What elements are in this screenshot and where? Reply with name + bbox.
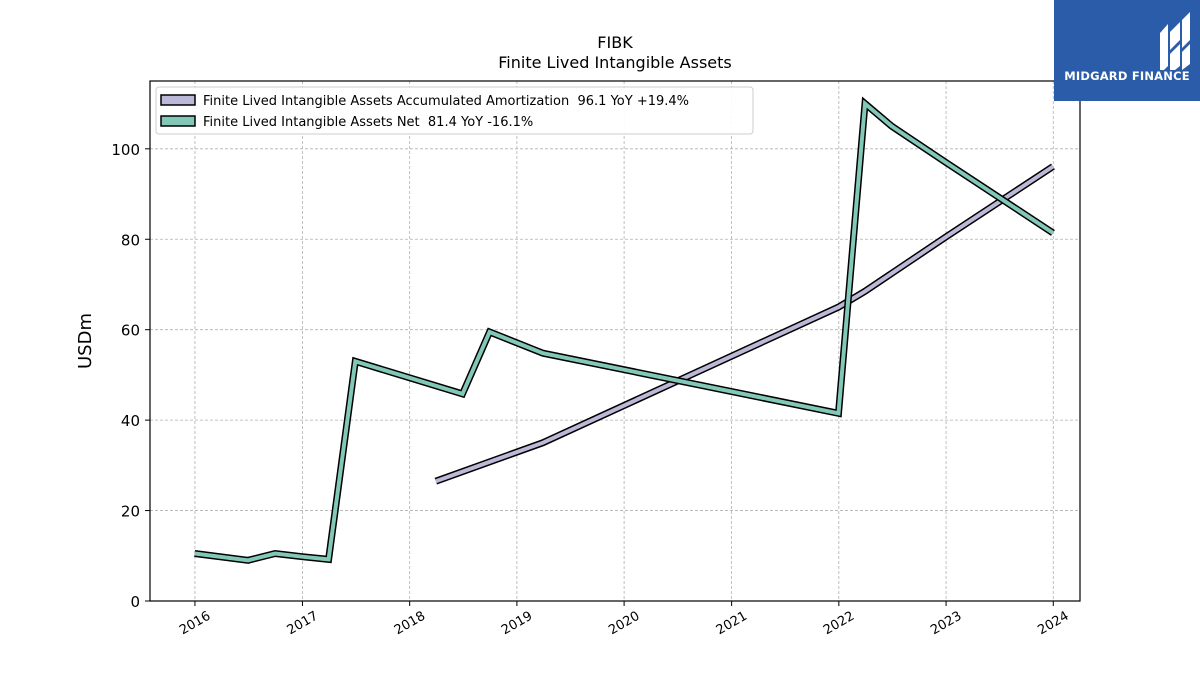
- brand-logo-text: MIDGARD FINANCE: [1064, 69, 1190, 83]
- series-line: [435, 164, 1055, 484]
- legend-swatch-amortization: [160, 94, 196, 106]
- series-1: [194, 96, 1055, 564]
- legend-swatch-net: [160, 115, 196, 127]
- brand-logo: MIDGARD FINANCE: [1054, 0, 1200, 101]
- plot-frame: [149, 80, 1081, 602]
- y-tick-label: 20: [121, 503, 140, 521]
- y-tick-label: 0: [130, 593, 140, 611]
- series-0: [434, 163, 1055, 485]
- legend-box: [155, 86, 754, 135]
- x-tick-label: 2020: [606, 609, 642, 639]
- legend-label-net: Finite Lived Intangible Assets Net 81.4 …: [203, 115, 533, 130]
- brand-mark-icon: [1160, 12, 1190, 70]
- ticks: 0 20 40 60 80 100 2016 2017 2018 2019 2020 2021 2022…: [111, 141, 1071, 638]
- series-line-outline: [434, 163, 1055, 485]
- x-tick-label: 2023: [928, 609, 964, 639]
- x-tick-label: 2016: [177, 609, 213, 639]
- chart-subtitle: Finite Lived Intangible Assets: [498, 53, 731, 72]
- legend-label-amortization: Finite Lived Intangible Assets Accumulat…: [203, 94, 689, 109]
- series-line: [194, 99, 1055, 563]
- chart-title: FIBK: [597, 33, 633, 52]
- series-layer: [194, 96, 1055, 564]
- x-tick-label: 2019: [499, 609, 535, 639]
- y-axis-label: USDm: [75, 313, 96, 369]
- x-tick-label: 2021: [714, 609, 750, 639]
- legend: Finite Lived Intangible Assets Accumulat…: [155, 86, 754, 135]
- x-tick-label: 2017: [285, 609, 321, 639]
- y-tick-label: 60: [121, 322, 140, 340]
- y-tick-label: 80: [121, 231, 140, 249]
- x-tick-label: 2022: [821, 609, 857, 639]
- x-tick-label: 2024: [1035, 609, 1071, 639]
- y-tick-label: 40: [121, 412, 140, 430]
- x-tick-label: 2018: [392, 609, 428, 639]
- y-tick-label: 100: [111, 141, 140, 159]
